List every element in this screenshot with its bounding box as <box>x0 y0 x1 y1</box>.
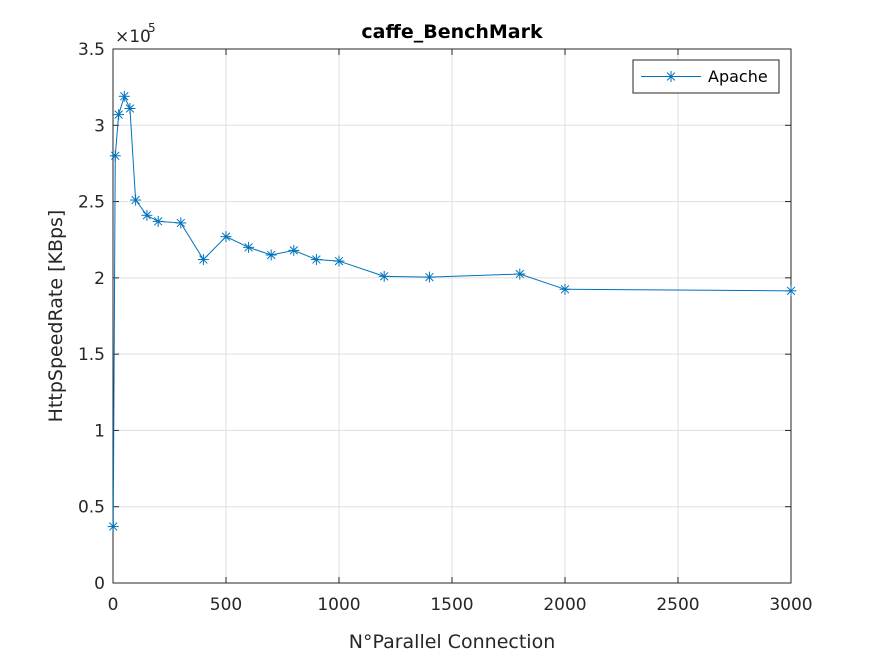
data-point <box>113 109 125 121</box>
data-point <box>559 283 571 295</box>
data-point <box>118 90 130 102</box>
y-tick-label: 2.5 <box>78 193 105 213</box>
y-exponent-multiplier: ×10 <box>115 27 151 47</box>
data-point-marker-stroke <box>425 272 434 282</box>
data-point-marker-stroke <box>114 110 123 119</box>
data-point <box>333 255 345 267</box>
data-point <box>107 521 119 533</box>
data-point-marker-stroke <box>560 285 570 294</box>
data-point-marker-stroke <box>289 246 299 255</box>
x-tick-label: 2500 <box>656 595 699 615</box>
chart-title: caffe_BenchMark <box>361 21 543 43</box>
data-point <box>175 217 187 229</box>
data-point <box>130 194 142 206</box>
y-exponent-power: 5 <box>148 21 156 35</box>
legend-marker <box>665 71 677 82</box>
legend: Apache <box>632 59 780 94</box>
x-tick-label: 1500 <box>430 595 473 615</box>
data-point-marker-stroke <box>111 151 120 161</box>
x-tick-label: 1000 <box>317 595 360 615</box>
x-axis-label: N°Parallel Connection <box>349 631 556 653</box>
axis-ticks: 0 500 1000 1500 2000 2500 3000 0 0.5 1 1.5 2 2.5 3 3.5 <box>78 40 813 615</box>
x-tick-label: 0 <box>108 595 119 615</box>
data-point <box>265 249 277 261</box>
y-tick-label: 1.5 <box>78 345 105 365</box>
x-tick-label: 3000 <box>769 595 812 615</box>
data-point <box>514 268 526 280</box>
y-tick-label: 0 <box>94 574 105 594</box>
y-tick-label: 3 <box>94 116 105 136</box>
data-point-marker-stroke <box>176 218 186 228</box>
data-point-marker-stroke <box>131 195 140 205</box>
data-point <box>220 231 232 243</box>
data-point-marker-stroke <box>142 211 152 220</box>
y-axis-label: HttpSpeedRate [KBps] <box>45 210 67 423</box>
data-point-marker-stroke <box>334 256 344 266</box>
grid <box>113 49 791 583</box>
legend-label-apache: Apache <box>708 67 768 86</box>
data-point <box>152 215 164 227</box>
data-point-marker-stroke <box>515 269 525 279</box>
data-point-marker-stroke <box>666 72 676 81</box>
data-point <box>310 254 322 266</box>
data-point <box>288 244 300 256</box>
data-point-marker-stroke <box>199 255 208 264</box>
x-tick-label: 2000 <box>543 595 586 615</box>
legend-marker-symbol <box>665 71 677 82</box>
data-point-marker-stroke <box>379 272 389 281</box>
series-layer <box>107 90 797 533</box>
data-point <box>124 103 136 115</box>
y-tick-label: 2 <box>94 269 105 289</box>
data-point <box>109 150 121 162</box>
data-point <box>141 209 153 221</box>
data-point <box>197 254 209 266</box>
data-point <box>423 271 435 283</box>
data-point-marker-stroke <box>153 217 163 226</box>
data-point <box>378 270 390 282</box>
data-point-marker-stroke <box>108 522 118 531</box>
x-tick-label: 500 <box>210 595 242 615</box>
data-point-marker-stroke <box>312 255 321 264</box>
data-point-marker-stroke <box>244 243 253 252</box>
y-tick-label: 0.5 <box>78 498 105 518</box>
y-tick-label: 3.5 <box>78 40 105 60</box>
data-point-marker-stroke <box>125 104 135 113</box>
data-point-marker-stroke <box>120 92 129 101</box>
data-point-marker-stroke <box>786 286 796 296</box>
data-point-marker-stroke <box>266 250 276 260</box>
data-point <box>243 241 255 253</box>
y-tick-label: 1 <box>94 421 105 441</box>
data-point <box>785 285 797 297</box>
data-point-marker-stroke <box>221 232 231 241</box>
